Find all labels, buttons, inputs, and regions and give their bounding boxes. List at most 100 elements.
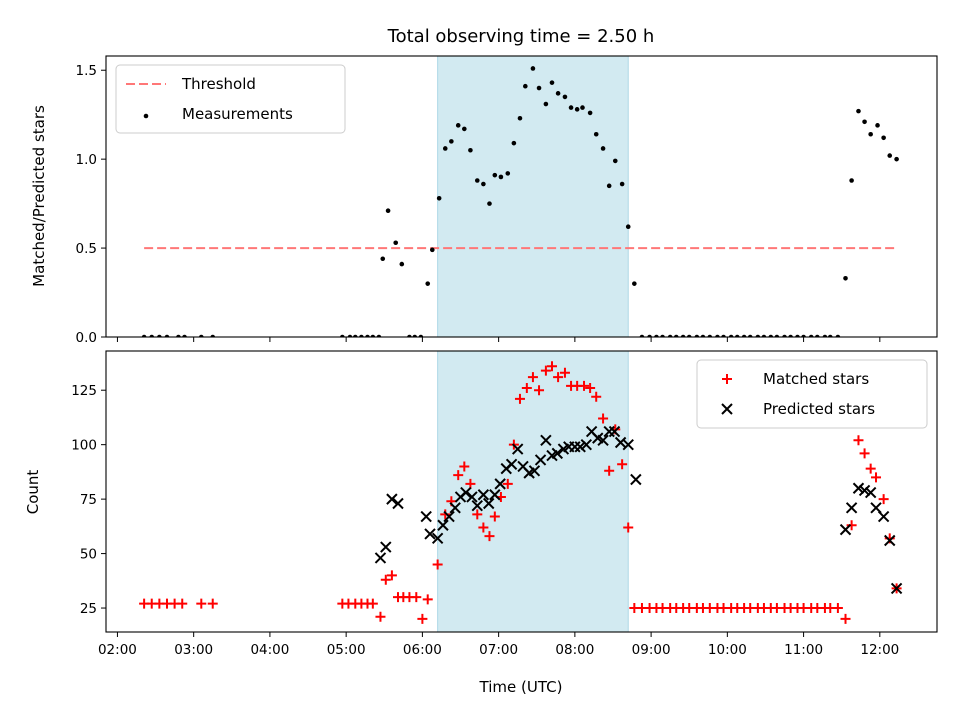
predicted-stars-point <box>540 434 552 447</box>
legend-matched-stars-swatch <box>722 374 732 384</box>
top-measurement-point <box>407 334 412 337</box>
predicted-stars-point <box>884 534 896 547</box>
predicted-stars-point <box>437 519 449 531</box>
legend-entry-label: Threshold <box>181 75 256 93</box>
top-measurement-point <box>359 334 364 337</box>
matched-stars-point <box>177 598 188 609</box>
matched-stars-point <box>502 478 513 489</box>
top-measurement-point <box>530 66 536 71</box>
predicted-stars-point <box>845 502 858 514</box>
predicted-stars-point <box>511 443 524 455</box>
bottom-panel: 25 50 75 100 125 02:00 03:00 04:00 05:00 06:00 07:… <box>71 350 938 658</box>
top-measurement-point <box>862 119 867 125</box>
bottom-x-tick-label: 12:00 <box>860 642 899 658</box>
top-measurement-point <box>600 146 606 151</box>
top-measurement-point <box>741 334 747 337</box>
top-measurement-point <box>462 126 467 132</box>
predicted-stars-point <box>420 510 432 523</box>
legend-predicted-stars-swatch <box>721 403 733 415</box>
top-measurement-point <box>875 123 880 128</box>
predicted-stars-point <box>597 434 609 447</box>
matched-stars-point <box>478 522 489 533</box>
top-measurement-point <box>587 110 593 116</box>
matched-stars-point <box>440 509 451 520</box>
top-measurement-point <box>492 172 498 178</box>
top-measurement-point <box>430 247 435 253</box>
top-measurement-point <box>849 178 854 183</box>
top-measurement-point <box>673 334 679 337</box>
matched-stars-point <box>514 393 525 404</box>
predicted-stars-point <box>386 493 398 505</box>
matched-stars-point <box>207 598 218 609</box>
predicted-stars-point <box>483 497 495 510</box>
top-measurement-point <box>517 115 523 121</box>
top-measurement-point <box>449 139 454 144</box>
top-measurement-point <box>523 83 528 89</box>
top-measurement-point <box>868 131 873 137</box>
top-measurement-point <box>632 281 637 286</box>
bottom-x-axis-label: Time (UTC) <box>479 678 563 696</box>
top-measurement-point <box>198 334 204 337</box>
matched-stars-point <box>878 494 889 505</box>
top-measurement-point <box>843 276 848 281</box>
predicted-stars-point <box>489 489 501 501</box>
legend-measurements-swatch <box>143 113 149 119</box>
top-measurement-point <box>418 334 424 337</box>
matched-stars-point <box>853 435 864 446</box>
top-measurement-point <box>370 334 376 337</box>
top-plot-area <box>141 66 899 337</box>
top-measurement-point <box>768 334 774 337</box>
top-measurement-point <box>353 334 358 337</box>
top-measurement-point <box>455 123 461 128</box>
top-measurement-point <box>347 334 353 337</box>
matched-stars-point <box>871 472 882 483</box>
top-measurement-point <box>468 147 473 153</box>
top-measurement-point <box>164 334 170 337</box>
top-measurement-point <box>795 334 800 337</box>
top-measurement-point <box>562 94 568 100</box>
top-measurement-point <box>498 174 504 180</box>
bottom-x-tick-label: 02:00 <box>98 642 137 658</box>
matched-stars-point <box>591 391 602 402</box>
predicted-stars-point <box>528 465 541 477</box>
matched-stars-point <box>604 465 615 476</box>
predicted-stars-point <box>460 486 472 499</box>
top-measurement-point <box>593 131 599 137</box>
top-measurement-point <box>660 334 665 337</box>
top-measurement-point <box>808 334 814 337</box>
top-measurement-point <box>176 334 181 337</box>
bottom-y-tick-label: 25 <box>80 601 97 617</box>
top-panel: 0.0 0.5 1.0 1.5 Threshold Measurements <box>76 55 938 346</box>
top-measurement-point <box>141 334 147 337</box>
matched-stars-point <box>598 413 609 424</box>
bottom-legend: Matched stars Predicted stars <box>696 359 928 429</box>
top-measurement-point <box>801 334 806 337</box>
top-measurement-point <box>580 105 585 110</box>
top-measurement-point <box>412 334 418 337</box>
matched-stars-point <box>553 372 564 383</box>
top-measurement-point <box>481 181 486 187</box>
top-measurement-point <box>822 334 828 337</box>
bottom-x-tick-label: 11:00 <box>784 642 823 658</box>
predicted-stars-point <box>574 441 586 453</box>
matched-stars-point <box>865 463 876 474</box>
top-measurement-point <box>782 334 787 337</box>
top-measurement-point <box>505 171 511 176</box>
matched-stars-point <box>453 470 464 481</box>
top-y-tick-label: 1.0 <box>76 152 97 168</box>
top-measurement-point <box>667 334 673 337</box>
top-measurement-point <box>385 208 391 214</box>
matched-stars-point <box>489 511 500 522</box>
top-measurement-point <box>555 91 561 96</box>
top-chart-title: Total observing time = 2.50 h <box>387 26 655 47</box>
predicted-stars-point <box>852 482 865 494</box>
matched-stars-point <box>459 461 470 472</box>
bottom-x-tick-label: 05:00 <box>327 642 366 658</box>
bottom-x-tick-label: 04:00 <box>250 642 289 658</box>
predicted-stars-point <box>424 528 436 540</box>
top-measurement-point <box>442 146 448 151</box>
matched-stars-point <box>472 509 483 520</box>
top-measurement-point <box>365 334 370 337</box>
matched-stars-point <box>375 611 386 622</box>
predicted-stars-point <box>392 497 404 510</box>
